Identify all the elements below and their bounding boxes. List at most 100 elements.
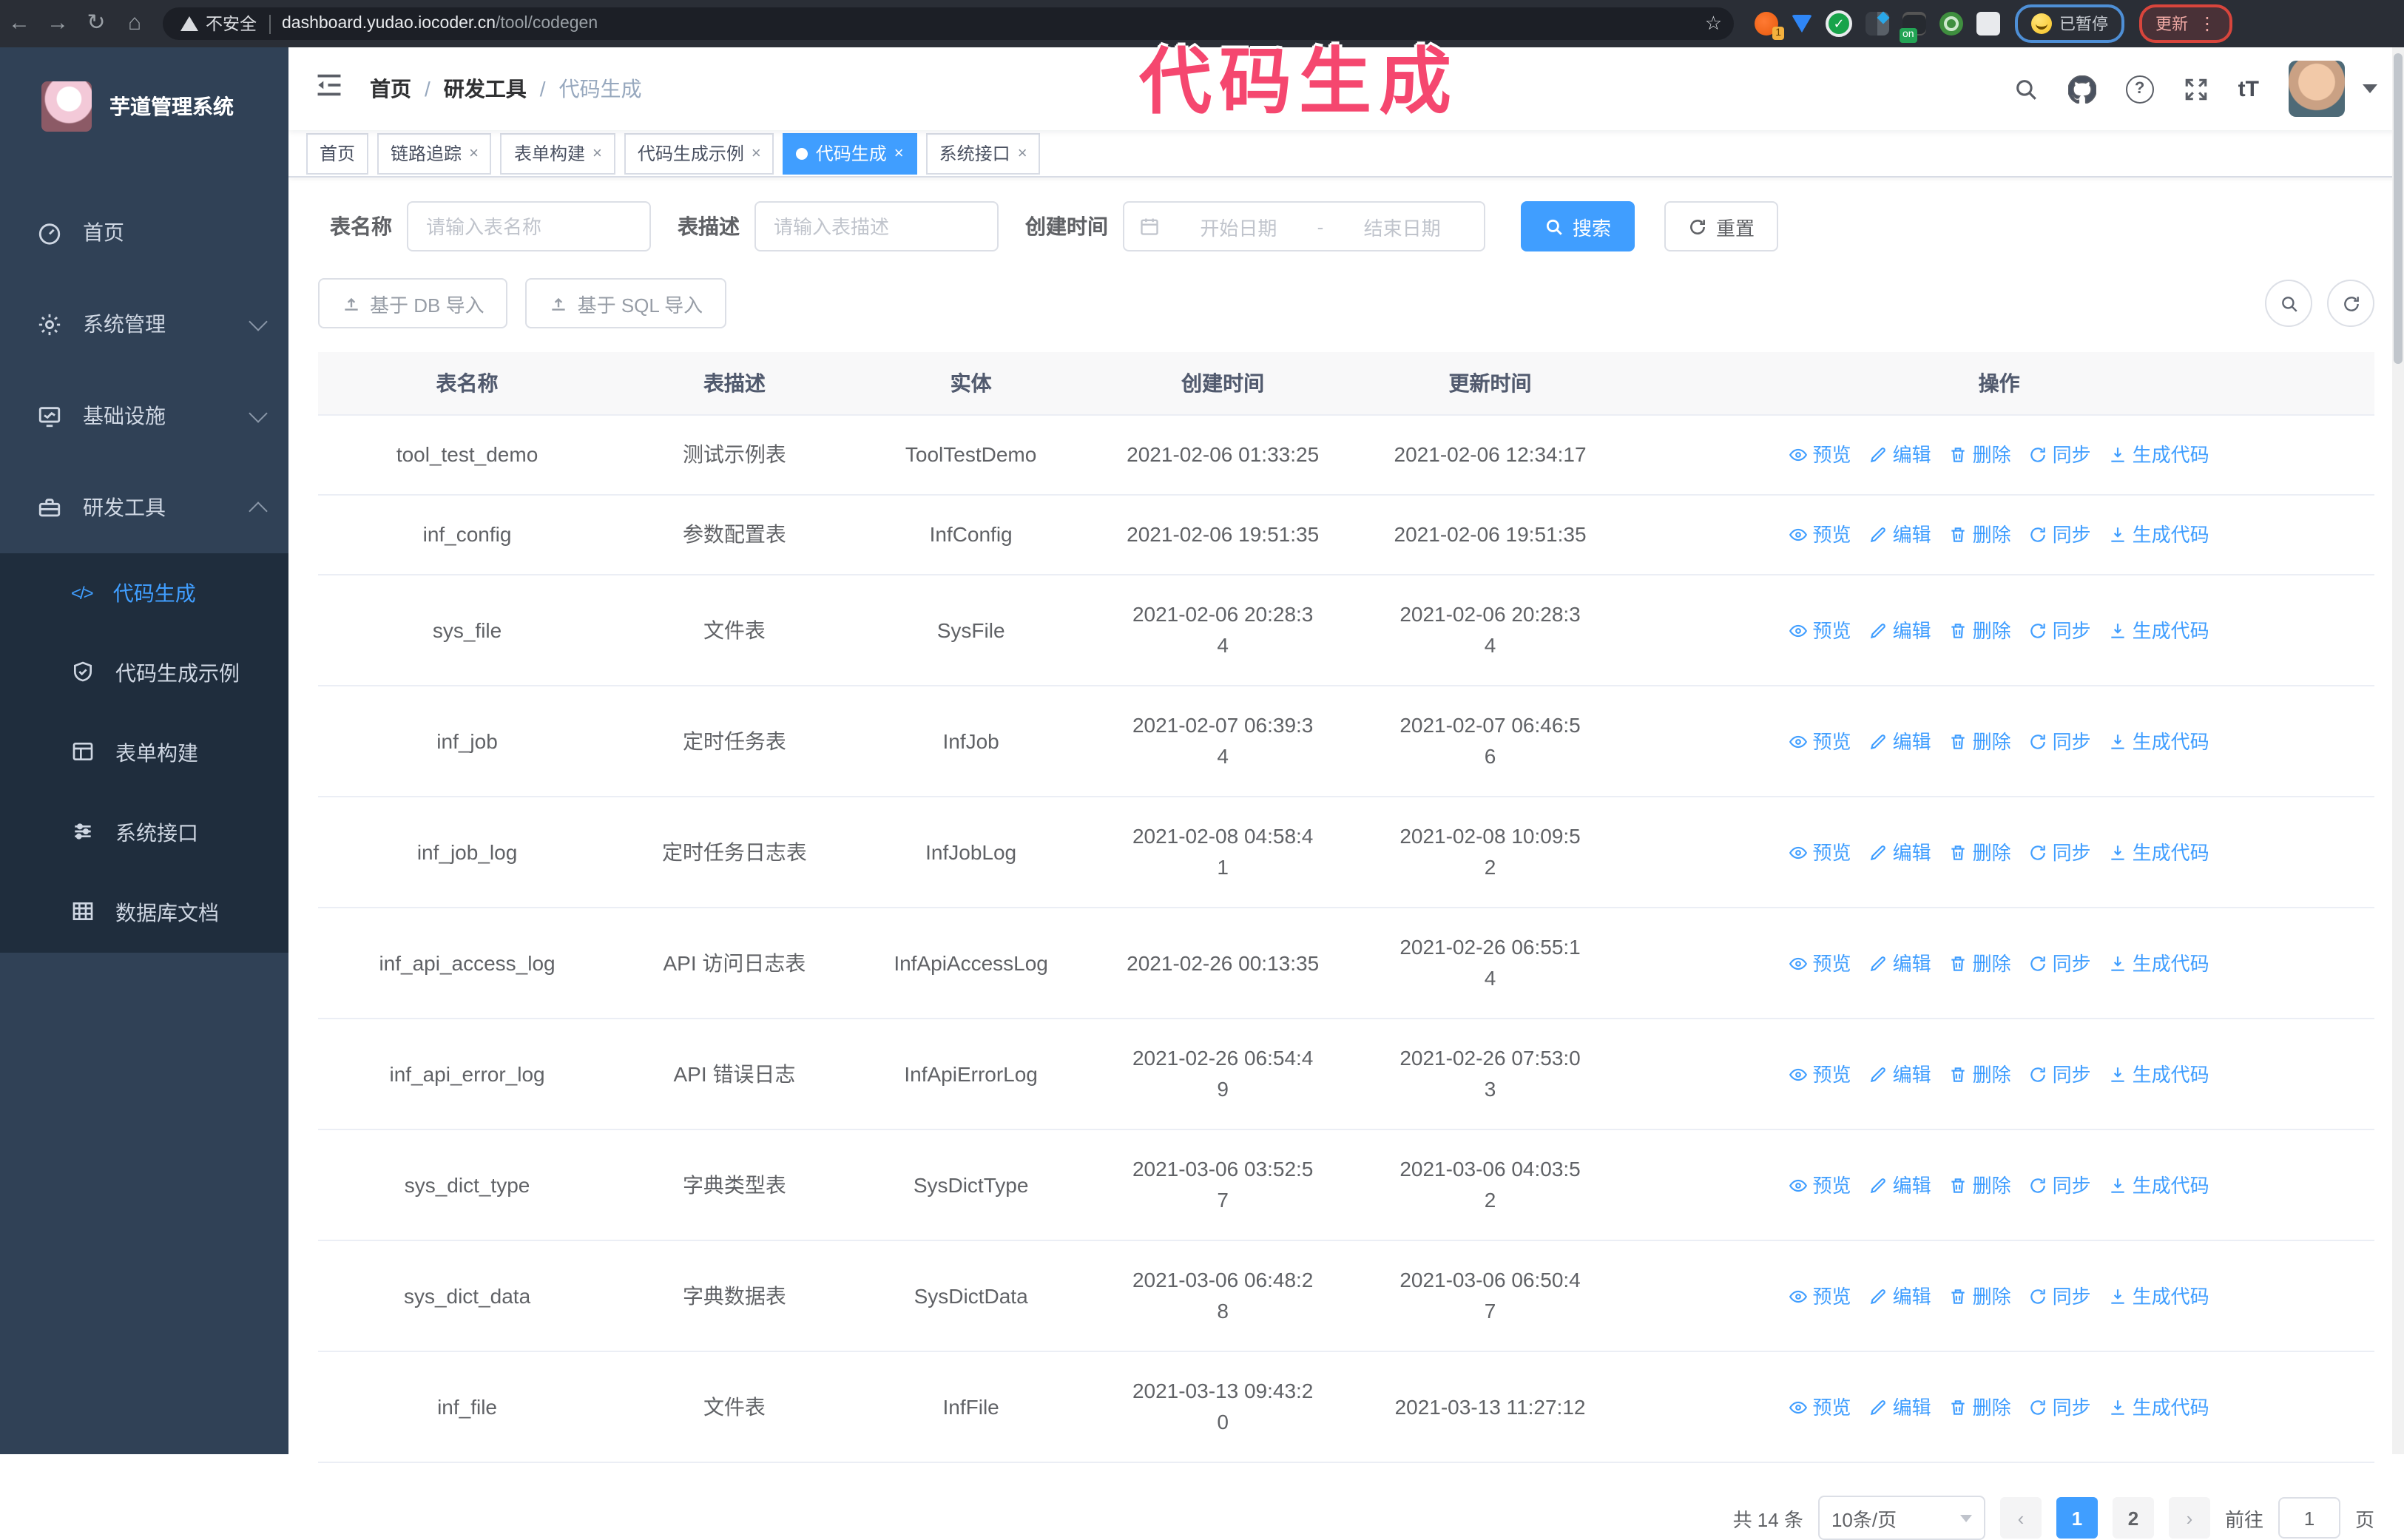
sidebar-item-api[interactable]: 系统接口 bbox=[0, 793, 288, 873]
preview-link[interactable]: 预览 bbox=[1789, 615, 1851, 646]
edit-link[interactable]: 编辑 bbox=[1869, 519, 1931, 550]
edit-link[interactable]: 编辑 bbox=[1869, 1280, 1931, 1311]
github-icon[interactable] bbox=[2067, 75, 2096, 103]
sidebar-item-devtools[interactable]: 研发工具 bbox=[0, 462, 288, 553]
url-bar[interactable]: 不安全 dashboard.yudao.iocoder.cn/tool/code… bbox=[163, 7, 1734, 40]
delete-link[interactable]: 删除 bbox=[1949, 948, 2011, 979]
avatar-caret-icon[interactable] bbox=[2363, 84, 2377, 93]
scrollbar-thumb[interactable] bbox=[2394, 53, 2403, 364]
edit-link[interactable]: 编辑 bbox=[1869, 726, 1931, 757]
tab-codegen[interactable]: 代码生成 × bbox=[783, 132, 917, 174]
generate-code-link[interactable]: 生成代码 bbox=[2109, 1058, 2209, 1090]
sync-link[interactable]: 同步 bbox=[2029, 439, 2091, 470]
sync-link[interactable]: 同步 bbox=[2029, 615, 2091, 646]
extensions-puzzle-icon[interactable] bbox=[1976, 12, 2000, 36]
edit-link[interactable]: 编辑 bbox=[1869, 948, 1931, 979]
extension-icon[interactable]: 1 bbox=[1755, 12, 1784, 40]
delete-link[interactable]: 删除 bbox=[1949, 439, 2011, 470]
delete-link[interactable]: 删除 bbox=[1949, 1391, 2011, 1422]
date-range-picker[interactable]: 开始日期 - 结束日期 bbox=[1123, 201, 1485, 251]
browser-reload-icon[interactable]: ↻ bbox=[87, 10, 106, 36]
app-logo-row[interactable]: 芋道管理系统 bbox=[0, 47, 288, 166]
delete-link[interactable]: 删除 bbox=[1949, 726, 2011, 757]
sync-link[interactable]: 同步 bbox=[2029, 1169, 2091, 1200]
preview-link[interactable]: 预览 bbox=[1789, 726, 1851, 757]
preview-link[interactable]: 预览 bbox=[1789, 1391, 1851, 1422]
page-button-1[interactable]: 1 bbox=[2056, 1497, 2098, 1539]
extension-key-icon[interactable] bbox=[1939, 12, 1963, 36]
delete-link[interactable]: 删除 bbox=[1949, 837, 2011, 868]
preview-link[interactable]: 预览 bbox=[1789, 1280, 1851, 1311]
font-size-icon[interactable]: tT bbox=[2238, 76, 2259, 101]
sync-link[interactable]: 同步 bbox=[2029, 1280, 2091, 1311]
close-icon[interactable]: × bbox=[592, 144, 602, 162]
fullscreen-icon[interactable] bbox=[2184, 76, 2209, 101]
browser-update-chip[interactable]: 更新 ⋮ bbox=[2139, 4, 2232, 43]
edit-link[interactable]: 编辑 bbox=[1869, 837, 1931, 868]
edit-link[interactable]: 编辑 bbox=[1869, 615, 1931, 646]
sync-link[interactable]: 同步 bbox=[2029, 1058, 2091, 1090]
extension-grid-icon[interactable] bbox=[1866, 12, 1889, 36]
preview-link[interactable]: 预览 bbox=[1789, 519, 1851, 550]
close-icon[interactable]: × bbox=[751, 144, 761, 162]
goto-page-input[interactable] bbox=[2278, 1497, 2340, 1539]
user-avatar[interactable] bbox=[2289, 61, 2345, 117]
preview-link[interactable]: 预览 bbox=[1789, 439, 1851, 470]
close-icon[interactable]: × bbox=[1017, 144, 1027, 162]
page-size-select[interactable]: 10条/页 bbox=[1817, 1496, 1985, 1540]
generate-code-link[interactable]: 生成代码 bbox=[2109, 948, 2209, 979]
refresh-table-button[interactable] bbox=[2327, 280, 2374, 327]
next-page-button[interactable]: › bbox=[2168, 1497, 2210, 1539]
sync-link[interactable]: 同步 bbox=[2029, 837, 2091, 868]
sidebar-item-form-builder[interactable]: 表单构建 bbox=[0, 713, 288, 793]
sync-link[interactable]: 同步 bbox=[2029, 726, 2091, 757]
breadcrumb-home[interactable]: 首页 bbox=[370, 77, 411, 101]
browser-back-icon[interactable]: ← bbox=[8, 10, 30, 36]
sidebar-item-codegen-example[interactable]: 代码生成示例 bbox=[0, 633, 288, 713]
help-icon[interactable]: ? bbox=[2125, 75, 2154, 103]
tab-tracing[interactable]: 链路追踪 × bbox=[377, 132, 492, 174]
close-icon[interactable]: × bbox=[469, 144, 479, 162]
prev-page-button[interactable]: ‹ bbox=[1999, 1497, 2042, 1539]
reset-button[interactable]: 重置 bbox=[1664, 201, 1779, 251]
delete-link[interactable]: 删除 bbox=[1949, 1169, 2011, 1200]
table-desc-input[interactable] bbox=[754, 201, 999, 251]
sync-link[interactable]: 同步 bbox=[2029, 519, 2091, 550]
preview-link[interactable]: 预览 bbox=[1789, 1169, 1851, 1200]
sidebar-item-home[interactable]: 首页 bbox=[0, 186, 288, 278]
preview-link[interactable]: 预览 bbox=[1789, 837, 1851, 868]
generate-code-link[interactable]: 生成代码 bbox=[2109, 439, 2209, 470]
browser-home-icon[interactable]: ⌂ bbox=[127, 10, 142, 36]
preview-link[interactable]: 预览 bbox=[1789, 1058, 1851, 1090]
sidebar-item-codegen[interactable]: </> 代码生成 bbox=[71, 581, 196, 605]
delete-link[interactable]: 删除 bbox=[1949, 1280, 2011, 1311]
extension-switch-icon[interactable]: on bbox=[1900, 12, 1926, 43]
delete-link[interactable]: 删除 bbox=[1949, 615, 2011, 646]
preview-link[interactable]: 预览 bbox=[1789, 948, 1851, 979]
generate-code-link[interactable]: 生成代码 bbox=[2109, 1391, 2209, 1422]
sync-link[interactable]: 同步 bbox=[2029, 1391, 2091, 1422]
generate-code-link[interactable]: 生成代码 bbox=[2109, 1169, 2209, 1200]
toggle-search-button[interactable] bbox=[2265, 280, 2312, 327]
tab-codegen-example[interactable]: 代码生成示例 × bbox=[624, 132, 774, 174]
delete-link[interactable]: 删除 bbox=[1949, 1058, 2011, 1090]
browser-forward-icon[interactable]: → bbox=[47, 10, 69, 36]
edit-link[interactable]: 编辑 bbox=[1869, 1058, 1931, 1090]
delete-link[interactable]: 删除 bbox=[1949, 519, 2011, 550]
browser-menu-icon[interactable]: ⋮ bbox=[2198, 13, 2216, 34]
generate-code-link[interactable]: 生成代码 bbox=[2109, 519, 2209, 550]
sidebar-item-infra[interactable]: 基础设施 bbox=[0, 370, 288, 462]
search-icon[interactable] bbox=[2013, 76, 2039, 101]
table-name-input[interactable] bbox=[407, 201, 651, 251]
import-sql-button[interactable]: 基于 SQL 导入 bbox=[525, 278, 727, 328]
extension-check-icon[interactable]: ✓ bbox=[1826, 10, 1852, 37]
page-button-2[interactable]: 2 bbox=[2112, 1497, 2154, 1539]
sidebar-collapse-icon[interactable] bbox=[315, 72, 343, 105]
generate-code-link[interactable]: 生成代码 bbox=[2109, 615, 2209, 646]
sidebar-item-system[interactable]: 系统管理 bbox=[0, 278, 288, 370]
import-db-button[interactable]: 基于 DB 导入 bbox=[318, 278, 508, 328]
sync-link[interactable]: 同步 bbox=[2029, 948, 2091, 979]
edit-link[interactable]: 编辑 bbox=[1869, 1169, 1931, 1200]
generate-code-link[interactable]: 生成代码 bbox=[2109, 726, 2209, 757]
tab-form-builder[interactable]: 表单构建 × bbox=[500, 132, 615, 174]
